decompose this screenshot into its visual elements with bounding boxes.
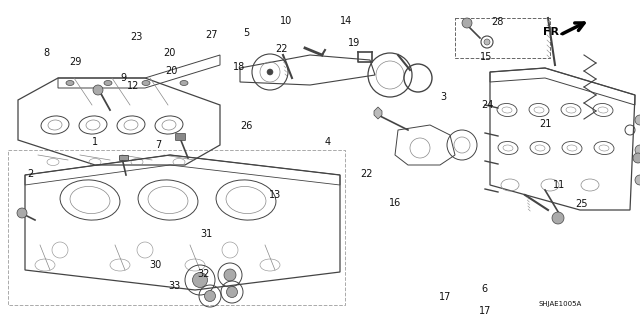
Circle shape	[635, 145, 640, 155]
Circle shape	[484, 39, 490, 45]
Text: 14: 14	[339, 16, 352, 26]
Text: 22: 22	[275, 44, 288, 55]
Text: 22: 22	[360, 169, 372, 179]
Ellipse shape	[66, 80, 74, 85]
Text: 17: 17	[438, 292, 451, 302]
Text: 26: 26	[240, 121, 253, 131]
Text: 21: 21	[539, 119, 552, 129]
Text: 33: 33	[168, 280, 180, 291]
Text: 13: 13	[269, 189, 282, 200]
Circle shape	[635, 175, 640, 185]
Text: 25: 25	[575, 199, 588, 209]
Circle shape	[224, 269, 236, 281]
FancyBboxPatch shape	[175, 133, 186, 140]
Text: 7: 7	[156, 140, 162, 150]
Text: 5: 5	[243, 28, 250, 39]
Text: 10: 10	[280, 16, 292, 26]
Text: 19: 19	[348, 38, 360, 48]
Text: 27: 27	[205, 30, 218, 40]
Text: 29: 29	[69, 57, 82, 67]
FancyBboxPatch shape	[120, 155, 129, 160]
Circle shape	[17, 208, 27, 218]
Ellipse shape	[104, 80, 112, 85]
Text: 31: 31	[200, 229, 212, 240]
Text: 16: 16	[389, 197, 402, 208]
Circle shape	[633, 153, 640, 163]
Circle shape	[93, 85, 103, 95]
Circle shape	[267, 69, 273, 75]
Circle shape	[205, 291, 216, 301]
Circle shape	[462, 18, 472, 28]
Text: 18: 18	[232, 62, 245, 72]
Ellipse shape	[180, 80, 188, 85]
Circle shape	[635, 115, 640, 125]
Text: 32: 32	[197, 269, 210, 279]
Text: 11: 11	[552, 180, 565, 190]
Text: 2: 2	[27, 169, 33, 179]
Circle shape	[552, 212, 564, 224]
Text: 4: 4	[324, 137, 331, 147]
Text: 20: 20	[165, 66, 178, 76]
Text: 23: 23	[130, 32, 143, 42]
Text: FR.: FR.	[543, 27, 563, 37]
Text: SHJAE1005A: SHJAE1005A	[538, 301, 582, 307]
Text: 1: 1	[92, 137, 98, 147]
Text: 12: 12	[127, 81, 140, 91]
Circle shape	[193, 272, 207, 287]
Text: 6: 6	[481, 284, 488, 294]
Circle shape	[227, 286, 237, 298]
Text: 28: 28	[492, 17, 504, 27]
Ellipse shape	[142, 80, 150, 85]
Text: 17: 17	[479, 306, 492, 316]
Polygon shape	[374, 107, 382, 119]
Text: 20: 20	[163, 48, 176, 58]
Text: 15: 15	[480, 52, 493, 63]
Text: 9: 9	[120, 73, 127, 83]
Text: 3: 3	[440, 92, 447, 102]
Text: 24: 24	[481, 100, 494, 110]
Text: 30: 30	[149, 260, 162, 271]
Text: 8: 8	[43, 48, 49, 58]
